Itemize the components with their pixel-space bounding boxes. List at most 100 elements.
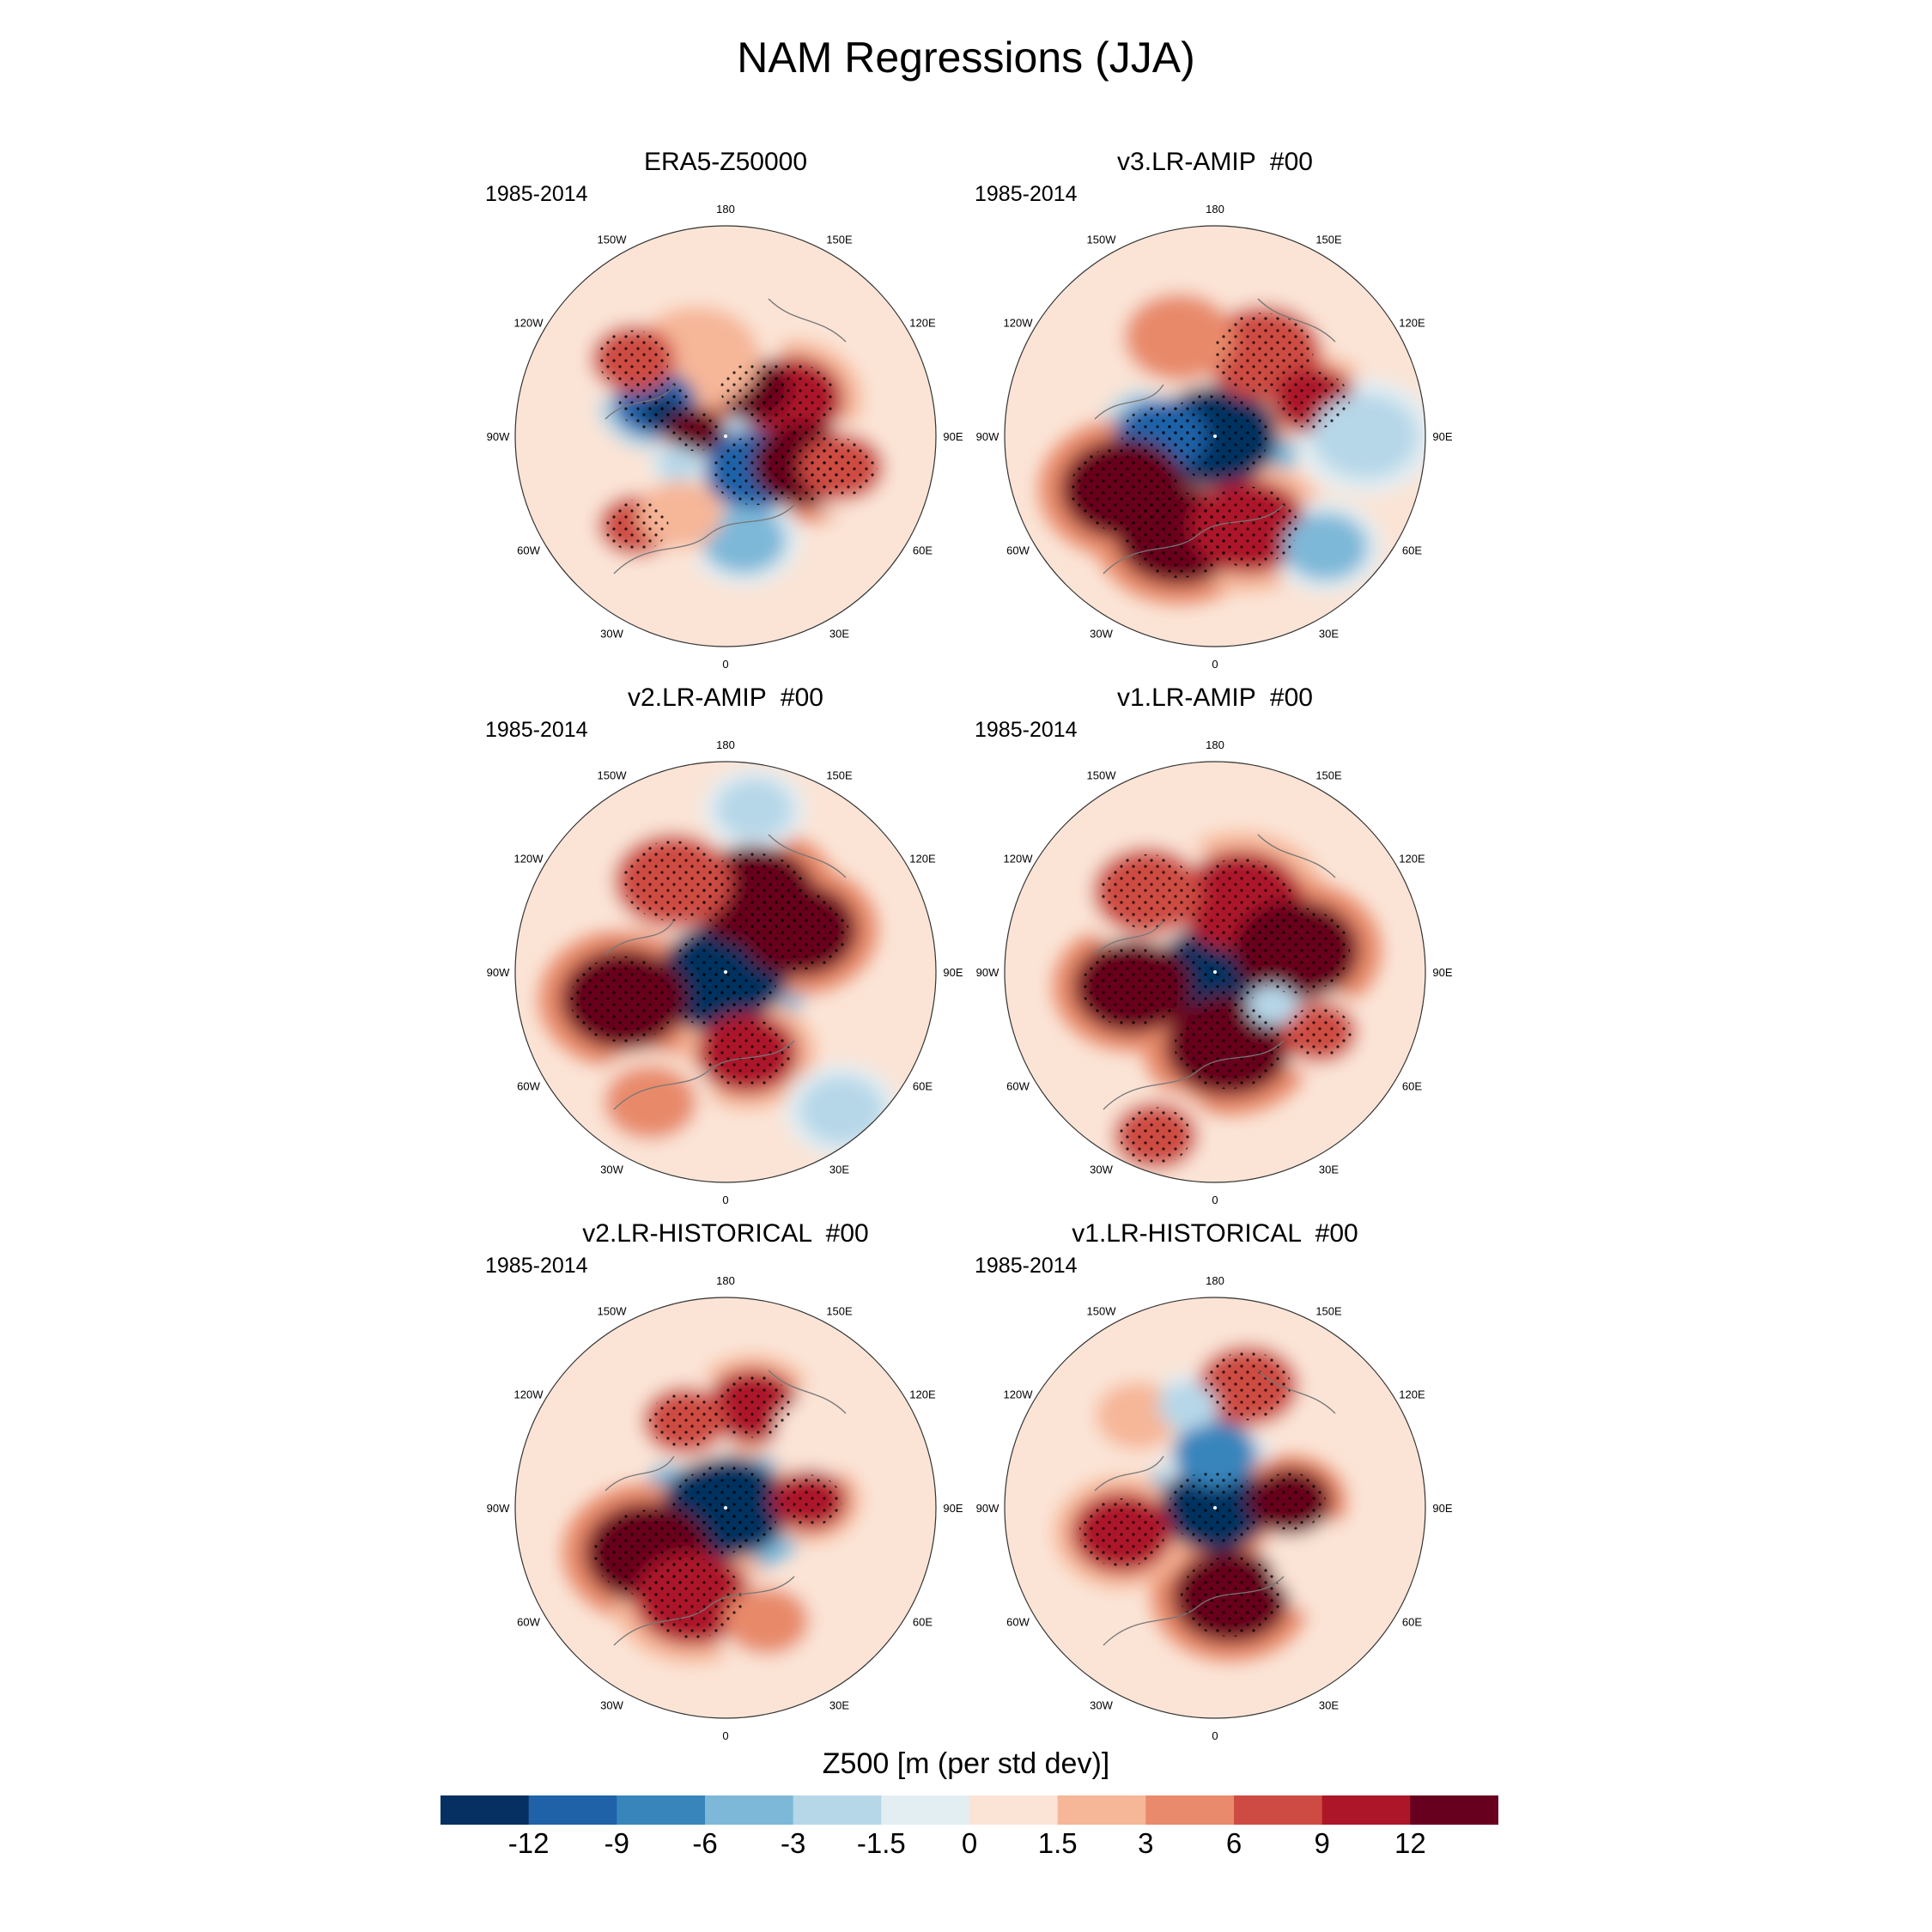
colorbar-tick-label: 12 — [1394, 1827, 1426, 1859]
longitude-label: 120W — [1004, 853, 1034, 866]
longitude-label: 30E — [1319, 1698, 1339, 1711]
longitude-label: 90E — [943, 1502, 963, 1515]
longitude-label: 30W — [1090, 627, 1113, 640]
longitude-label: 150W — [1087, 234, 1117, 246]
longitude-label: 60E — [913, 1616, 933, 1629]
anomaly-core — [702, 506, 787, 574]
longitude-label: 150E — [826, 769, 853, 782]
colorbar — [440, 1795, 1498, 1825]
colorbar-tick-label: -12 — [507, 1827, 550, 1859]
polar-map: 180 150E 120E 90E 60E 30E 0 30W 60W 90W 120W 150W — [487, 738, 963, 1206]
longitude-label: 90E — [1432, 1502, 1452, 1515]
colorbar-segment — [528, 1795, 617, 1825]
colorbar-tick-label: 1.5 — [1037, 1827, 1078, 1859]
panel-title: v2.LR-HISTORICAL #00 — [582, 1219, 869, 1248]
polar-map: 180 150E 120E 90E 60E 30E 0 30W 60W 90W 120W 150W — [487, 1274, 963, 1742]
longitude-label: 90W — [487, 966, 510, 979]
significance-stipple — [777, 1474, 842, 1527]
anomaly-core — [799, 1076, 884, 1145]
longitude-label: 90W — [487, 430, 510, 443]
colorbar-segment — [793, 1795, 882, 1825]
significance-stipple — [1180, 1556, 1281, 1637]
anomaly-core — [724, 1587, 809, 1655]
significance-stipple — [1174, 1003, 1282, 1090]
panel-title: ERA5-Z50000 — [643, 148, 808, 176]
page-title: NAM Regressions (JJA) — [737, 33, 1195, 82]
longitude-label: 150E — [826, 1305, 853, 1318]
longitude-label: 60W — [1006, 1080, 1030, 1093]
north-pole-marker — [724, 970, 727, 974]
panel-period: 1985-2014 — [975, 718, 1078, 742]
coastline — [1094, 298, 1336, 574]
colorbar-segment — [1410, 1795, 1498, 1825]
map-boundary — [1004, 761, 1426, 1183]
longitude-label: 30E — [1319, 627, 1339, 640]
longitude-label: 0 — [722, 658, 728, 671]
longitude-label: 60W — [517, 544, 540, 557]
panel-v2-lr-historical: v2.LR-HISTORICAL #00 1985-2014 180 150E 12… — [485, 1219, 966, 1748]
north-pole-marker — [724, 434, 727, 438]
colorbar-segment — [1321, 1795, 1411, 1825]
significance-stipple — [1254, 1473, 1326, 1530]
colorbar-tick-label: 6 — [1225, 1827, 1242, 1859]
significance-stipple — [645, 399, 682, 428]
colorbar-tick-label: 0 — [961, 1827, 978, 1859]
longitude-label: 30W — [1090, 1698, 1113, 1711]
panel-period: 1985-2014 — [485, 182, 588, 206]
significance-stipple — [1197, 486, 1298, 567]
significance-stipple — [649, 1392, 721, 1449]
significance-stipple — [684, 1504, 750, 1557]
longitude-label: 120E — [909, 317, 936, 330]
longitude-label: 150E — [1315, 769, 1342, 782]
longitude-label: 150W — [598, 234, 628, 246]
longitude-label: 180 — [716, 738, 735, 751]
polar-map: 180 150E 120E 90E 60E 30E 0 30W 60W 90W 120W 150W — [976, 738, 1453, 1206]
significance-stipple — [570, 956, 678, 1042]
colorbar-segment — [1057, 1795, 1146, 1825]
colorbar-segment — [881, 1795, 970, 1825]
longitude-label: 180 — [716, 1274, 735, 1287]
significance-stipple — [671, 410, 721, 452]
longitude-label: 180 — [716, 203, 735, 216]
longitude-label: 120E — [1399, 317, 1425, 330]
longitude-label: 180 — [1206, 203, 1224, 216]
longitude-label: 180 — [1206, 1274, 1224, 1287]
map-boundary — [514, 1297, 937, 1719]
colorbar-tick-label: -3 — [780, 1827, 806, 1859]
longitude-label: 90W — [487, 1502, 510, 1515]
significance-stipple — [1242, 907, 1351, 993]
significance-stipple — [1278, 371, 1350, 429]
longitude-label: 30E — [829, 627, 849, 640]
anomaly-core — [1096, 1382, 1181, 1449]
panel-v1-lr-historical: v1.LR-HISTORICAL #00 1985-2014 180 150E 12… — [975, 1219, 1455, 1748]
longitude-label: 120W — [514, 317, 544, 330]
anomaly-core — [1124, 293, 1234, 381]
longitude-label: 120E — [909, 853, 936, 866]
map-boundary — [1004, 225, 1426, 647]
colorbar-tick-label: 3 — [1138, 1827, 1154, 1859]
longitude-label: 30E — [829, 1163, 849, 1176]
colorbar-tick-label: -1.5 — [856, 1827, 906, 1859]
longitude-label: 90W — [976, 966, 999, 979]
anomaly-core — [657, 446, 700, 481]
longitude-label: 90E — [1432, 966, 1452, 979]
longitude-label: 0 — [722, 1194, 728, 1206]
significance-stipple — [713, 1375, 793, 1438]
significance-stipple — [604, 499, 669, 551]
longitude-label: 0 — [722, 1729, 728, 1742]
longitude-label: 120E — [1399, 853, 1425, 866]
longitude-label: 60W — [517, 1616, 540, 1629]
longitude-label: 60W — [1006, 544, 1030, 557]
panel-title: v2.LR-AMIP #00 — [628, 683, 823, 712]
longitude-label: 30E — [829, 1698, 849, 1711]
longitude-label: 120W — [1004, 317, 1034, 330]
significance-stipple — [1082, 946, 1182, 1027]
panel-title: v3.LR-AMIP #00 — [1117, 148, 1313, 176]
colorbar-tick-label: 9 — [1314, 1827, 1330, 1859]
significance-stipple — [1286, 1006, 1352, 1058]
longitude-label: 60E — [1402, 1616, 1422, 1629]
panel-v2-lr-amip: v2.LR-AMIP #00 1985-2014 180 150E 120E 90E 6… — [485, 683, 966, 1212]
anomaly-core — [1173, 1419, 1257, 1488]
significance-stipple — [1212, 313, 1314, 393]
anomaly-core — [716, 779, 793, 840]
